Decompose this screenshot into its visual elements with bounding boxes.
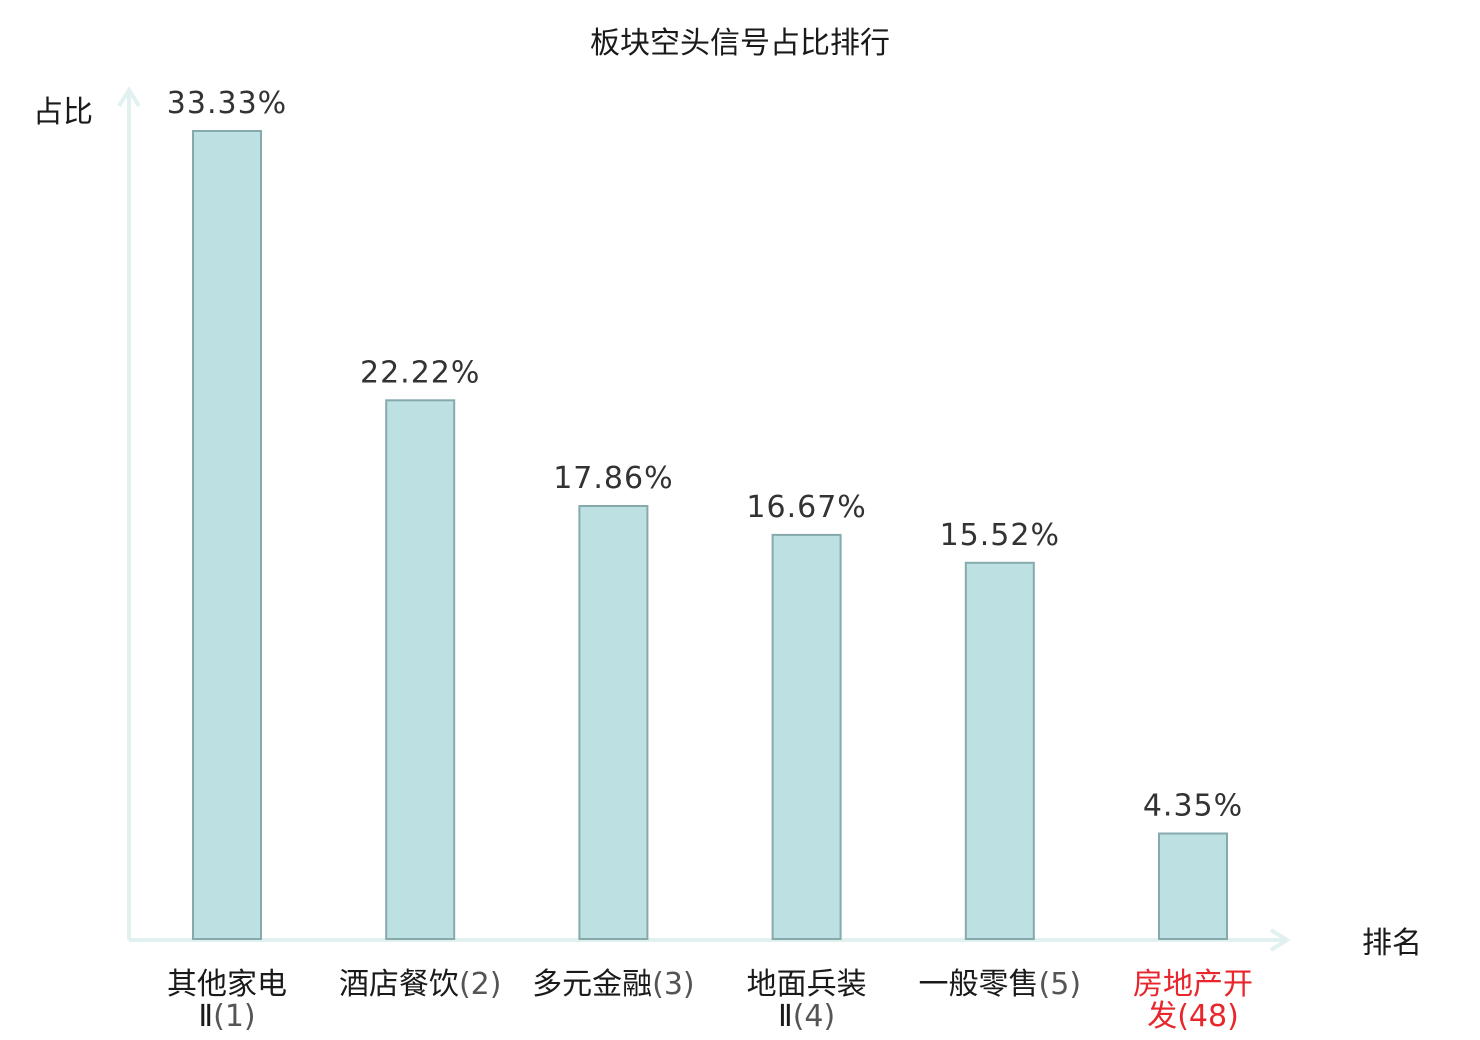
bar-6: [1158, 832, 1228, 940]
bar-value-label-6: 4.35%: [1143, 789, 1243, 824]
bar-value-label-1: 33.33%: [167, 86, 287, 121]
category-label-line: 发(48): [1147, 999, 1239, 1034]
category-label-line: 一般零售(5): [919, 967, 1082, 1002]
category-rank: (4): [793, 999, 836, 1034]
category-rank: (2): [459, 967, 502, 1002]
category-label-line: 其他家电: [167, 967, 287, 1002]
category-label-line: 多元金融(3): [532, 967, 695, 1002]
category-rank: (1): [213, 999, 256, 1034]
category-label-2: 酒店餐饮(2): [339, 967, 502, 1002]
x-axis-label: 排名: [1362, 926, 1422, 961]
bar-4: [771, 533, 842, 941]
bar-value-label-4: 16.67%: [746, 490, 866, 525]
category-labels: 其他家电 Ⅱ(1) 酒店餐饮(2) 多元金融(3) 地面兵装 Ⅱ(4) 一般零售(5) 房地产…: [167, 967, 1253, 1034]
category-label-line: 房地产开: [1133, 967, 1253, 1002]
bar-1: [192, 130, 262, 940]
category-label-line: 酒店餐饮(2): [339, 967, 502, 1002]
y-axis-arrow-icon: [117, 86, 141, 108]
bar-value-label-2: 22.22%: [360, 355, 480, 390]
bar-2: [385, 399, 456, 940]
category-rank: (3): [652, 967, 695, 1002]
y-axis-label: 占比: [33, 95, 93, 130]
bar-3: [578, 505, 649, 940]
category-label-6: 房地产开发(48): [1133, 967, 1253, 1034]
x-axis-arrow-icon: [1269, 928, 1291, 952]
category-rank: (5): [1039, 967, 1082, 1002]
bar-5: [964, 561, 1035, 940]
category-rank: (48): [1177, 999, 1239, 1034]
category-label-3: 多元金融(3): [532, 967, 695, 1002]
bar-value-label-5: 15.52%: [940, 518, 1060, 553]
data-labels: 33.33% 22.22% 17.86% 16.67% 15.52% 4.35%: [167, 86, 1243, 824]
category-label-4: 地面兵装 Ⅱ(4): [747, 967, 867, 1034]
category-label-line: Ⅱ(4): [778, 999, 835, 1034]
bar-series: [192, 130, 1228, 941]
category-label-line: Ⅱ(1): [198, 999, 255, 1034]
category-label-1: 其他家电 Ⅱ(1): [167, 967, 287, 1034]
bar-value-label-3: 17.86%: [553, 461, 673, 496]
category-label-5: 一般零售(5): [919, 967, 1082, 1002]
category-label-line: 地面兵装: [747, 967, 867, 1002]
chart-title: 板块空头信号占比排行: [590, 26, 890, 61]
